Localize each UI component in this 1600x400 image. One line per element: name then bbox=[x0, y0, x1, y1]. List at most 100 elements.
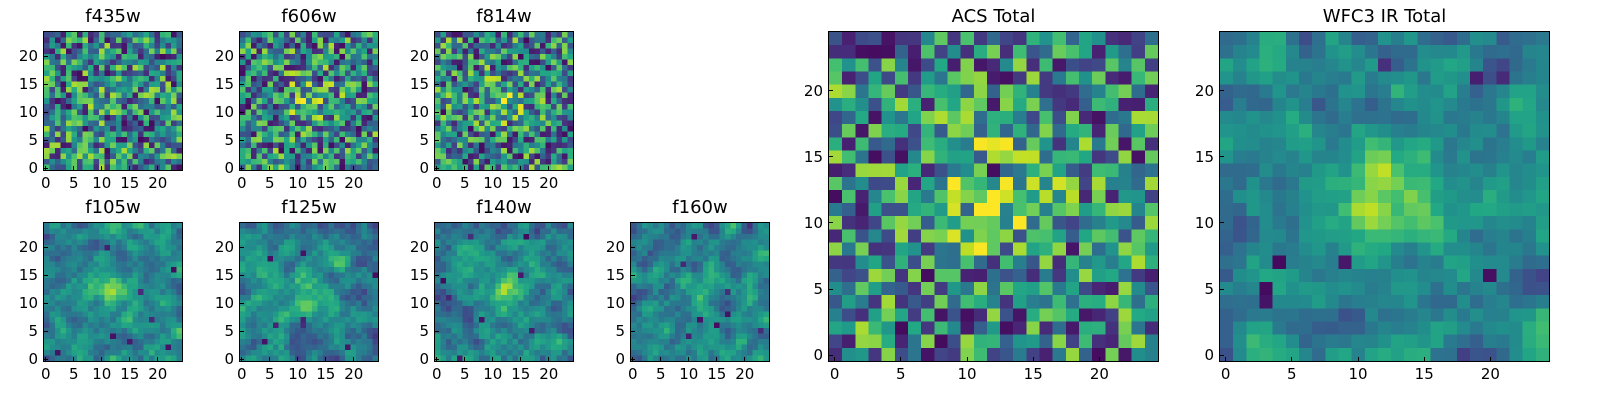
x-tick-label: 20 bbox=[344, 174, 364, 192]
x-tick-label: 15 bbox=[1023, 365, 1043, 383]
y-tick bbox=[434, 274, 439, 276]
y-tick bbox=[828, 156, 833, 158]
image-frame bbox=[1219, 31, 1550, 362]
y-tick-label: 20 bbox=[18, 47, 38, 66]
x-tick-label: 0 bbox=[628, 365, 638, 383]
y-tick-label: 15 bbox=[409, 266, 429, 285]
x-tick-label: 15 bbox=[316, 365, 336, 383]
y-tick-label: 5 bbox=[224, 322, 234, 341]
x-tick bbox=[900, 357, 902, 362]
panel-title: f606w bbox=[281, 6, 337, 27]
y-tick bbox=[434, 302, 439, 304]
y-tick-label: 20 bbox=[1194, 81, 1214, 100]
x-tick-label: 0 bbox=[237, 365, 247, 383]
y-tick-label: 15 bbox=[18, 266, 38, 285]
x-tick bbox=[353, 357, 355, 362]
x-tick bbox=[325, 357, 327, 362]
x-tick bbox=[101, 166, 103, 171]
pixel-image bbox=[435, 32, 573, 170]
x-tick-label: 10 bbox=[679, 365, 699, 383]
y-tick-label: 10 bbox=[1194, 213, 1214, 232]
x-tick bbox=[1423, 357, 1425, 362]
y-tick-label: 15 bbox=[605, 266, 625, 285]
y-tick-label: 5 bbox=[615, 322, 625, 341]
y-tick-label: 5 bbox=[28, 322, 38, 341]
x-tick bbox=[1032, 357, 1034, 362]
panel-title: ACS Total bbox=[951, 6, 1036, 27]
x-tick bbox=[157, 166, 159, 171]
x-tick-label: 20 bbox=[539, 174, 559, 192]
x-tick-label: 20 bbox=[148, 365, 168, 383]
y-tick-label: 0 bbox=[419, 159, 429, 178]
x-tick-label: 20 bbox=[148, 174, 168, 192]
x-tick-label: 5 bbox=[896, 365, 906, 383]
x-tick bbox=[548, 357, 550, 362]
y-tick bbox=[239, 302, 244, 304]
pixel-image bbox=[240, 223, 378, 361]
y-tick bbox=[630, 330, 635, 332]
image-frame bbox=[434, 31, 574, 171]
y-tick bbox=[43, 358, 48, 360]
x-tick bbox=[157, 357, 159, 362]
x-tick bbox=[688, 357, 690, 362]
x-tick bbox=[1225, 357, 1227, 362]
x-tick bbox=[101, 357, 103, 362]
x-tick-label: 0 bbox=[237, 174, 247, 192]
x-tick bbox=[73, 166, 75, 171]
y-tick-label: 0 bbox=[28, 159, 38, 178]
x-tick-label: 5 bbox=[69, 174, 79, 192]
y-tick bbox=[630, 302, 635, 304]
panel-title: WFC3 IR Total bbox=[1322, 6, 1447, 27]
panel-title: f160w bbox=[672, 197, 728, 218]
pixel-image bbox=[240, 32, 378, 170]
pixel-image bbox=[435, 223, 573, 361]
y-tick-label: 15 bbox=[18, 75, 38, 94]
y-tick-label: 15 bbox=[1194, 147, 1214, 166]
x-tick-label: 5 bbox=[69, 365, 79, 383]
y-tick bbox=[1219, 90, 1224, 92]
x-tick bbox=[297, 166, 299, 171]
y-tick bbox=[239, 246, 244, 248]
y-tick-label: 5 bbox=[419, 322, 429, 341]
y-tick bbox=[239, 55, 244, 57]
y-tick-label: 20 bbox=[605, 238, 625, 257]
y-tick bbox=[239, 139, 244, 141]
y-tick bbox=[43, 55, 48, 57]
y-tick bbox=[434, 330, 439, 332]
image-frame bbox=[434, 222, 574, 362]
y-tick bbox=[434, 139, 439, 141]
y-tick-label: 20 bbox=[214, 47, 234, 66]
x-tick bbox=[492, 166, 494, 171]
panel-title: f125w bbox=[281, 197, 337, 218]
x-tick bbox=[1489, 357, 1491, 362]
x-tick-label: 5 bbox=[1287, 365, 1297, 383]
pixel-image bbox=[829, 32, 1158, 361]
y-tick-label: 10 bbox=[409, 103, 429, 122]
x-tick bbox=[520, 166, 522, 171]
x-tick-label: 15 bbox=[511, 174, 531, 192]
y-tick bbox=[43, 246, 48, 248]
y-tick-label: 20 bbox=[214, 238, 234, 257]
x-tick bbox=[716, 357, 718, 362]
x-tick bbox=[297, 357, 299, 362]
x-tick bbox=[73, 357, 75, 362]
x-tick-label: 15 bbox=[511, 365, 531, 383]
y-tick bbox=[43, 83, 48, 85]
x-tick bbox=[834, 357, 836, 362]
y-tick bbox=[239, 167, 244, 169]
x-tick bbox=[744, 357, 746, 362]
x-tick-label: 0 bbox=[432, 174, 442, 192]
x-tick-label: 0 bbox=[1220, 365, 1231, 383]
x-tick bbox=[129, 166, 131, 171]
y-tick bbox=[43, 274, 48, 276]
panel-title: f105w bbox=[85, 197, 141, 218]
y-tick-label: 15 bbox=[803, 147, 823, 166]
y-tick-label: 10 bbox=[605, 294, 625, 313]
x-tick-label: 20 bbox=[1480, 365, 1500, 383]
y-tick bbox=[43, 111, 48, 113]
x-tick-label: 5 bbox=[265, 365, 275, 383]
y-tick-label: 0 bbox=[28, 350, 38, 369]
x-tick-label: 10 bbox=[483, 174, 503, 192]
y-tick-label: 5 bbox=[419, 131, 429, 150]
y-tick-label: 20 bbox=[409, 238, 429, 257]
